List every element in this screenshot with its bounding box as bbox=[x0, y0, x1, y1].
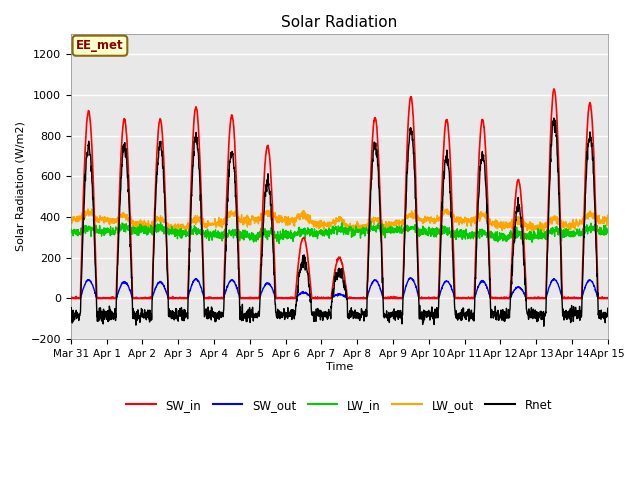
SW_in bbox=[557, 223, 564, 229]
LW_out bbox=[572, 221, 579, 227]
SW_in bbox=[217, 296, 225, 301]
Rnet bbox=[550, 115, 557, 121]
SW_in bbox=[355, 295, 362, 301]
LW_in bbox=[604, 229, 612, 235]
SW_out bbox=[367, 284, 374, 289]
SW_in bbox=[366, 188, 374, 194]
SW_out bbox=[67, 296, 75, 301]
SW_in bbox=[550, 86, 558, 92]
LW_out bbox=[557, 220, 564, 226]
Rnet bbox=[495, 314, 503, 320]
LW_in bbox=[495, 230, 503, 236]
Rnet bbox=[540, 324, 548, 329]
LW_in bbox=[217, 230, 225, 236]
Rnet bbox=[366, 205, 374, 211]
Line: SW_out: SW_out bbox=[71, 277, 608, 299]
SW_out bbox=[495, 296, 503, 301]
SW_out bbox=[217, 296, 225, 301]
SW_out bbox=[355, 296, 363, 301]
Legend: SW_in, SW_out, LW_in, LW_out, Rnet: SW_in, SW_out, LW_in, LW_out, Rnet bbox=[122, 394, 557, 416]
X-axis label: Time: Time bbox=[326, 361, 353, 372]
SW_out bbox=[604, 295, 612, 300]
Rnet bbox=[67, 311, 75, 317]
Line: LW_in: LW_in bbox=[71, 221, 608, 243]
LW_in bbox=[367, 218, 374, 224]
Line: SW_in: SW_in bbox=[71, 89, 608, 299]
LW_out bbox=[67, 219, 75, 225]
Line: LW_out: LW_out bbox=[71, 207, 608, 231]
LW_out bbox=[495, 224, 503, 230]
Rnet bbox=[572, 304, 579, 310]
Title: Solar Radiation: Solar Radiation bbox=[281, 15, 397, 30]
LW_in bbox=[275, 240, 283, 246]
Rnet bbox=[604, 305, 612, 311]
SW_in bbox=[495, 296, 503, 301]
SW_out bbox=[557, 290, 564, 296]
Line: Rnet: Rnet bbox=[71, 118, 608, 326]
SW_out bbox=[67, 296, 75, 301]
LW_out bbox=[367, 218, 374, 224]
LW_out bbox=[355, 228, 363, 233]
LW_in bbox=[557, 228, 564, 234]
LW_in bbox=[355, 229, 363, 235]
SW_out bbox=[572, 296, 579, 301]
LW_out bbox=[604, 212, 612, 218]
SW_in bbox=[604, 296, 612, 301]
Y-axis label: Solar Radiation (W/m2): Solar Radiation (W/m2) bbox=[15, 121, 25, 252]
Rnet bbox=[217, 312, 225, 317]
LW_out bbox=[217, 220, 225, 226]
LW_out bbox=[174, 228, 182, 234]
LW_in bbox=[67, 228, 75, 233]
LW_in bbox=[367, 223, 374, 229]
SW_out bbox=[406, 275, 414, 280]
SW_in bbox=[572, 295, 579, 301]
Text: EE_met: EE_met bbox=[76, 39, 124, 52]
LW_in bbox=[572, 231, 579, 237]
LW_out bbox=[439, 204, 447, 210]
SW_in bbox=[67, 296, 75, 301]
Rnet bbox=[557, 244, 564, 250]
Rnet bbox=[355, 311, 362, 316]
